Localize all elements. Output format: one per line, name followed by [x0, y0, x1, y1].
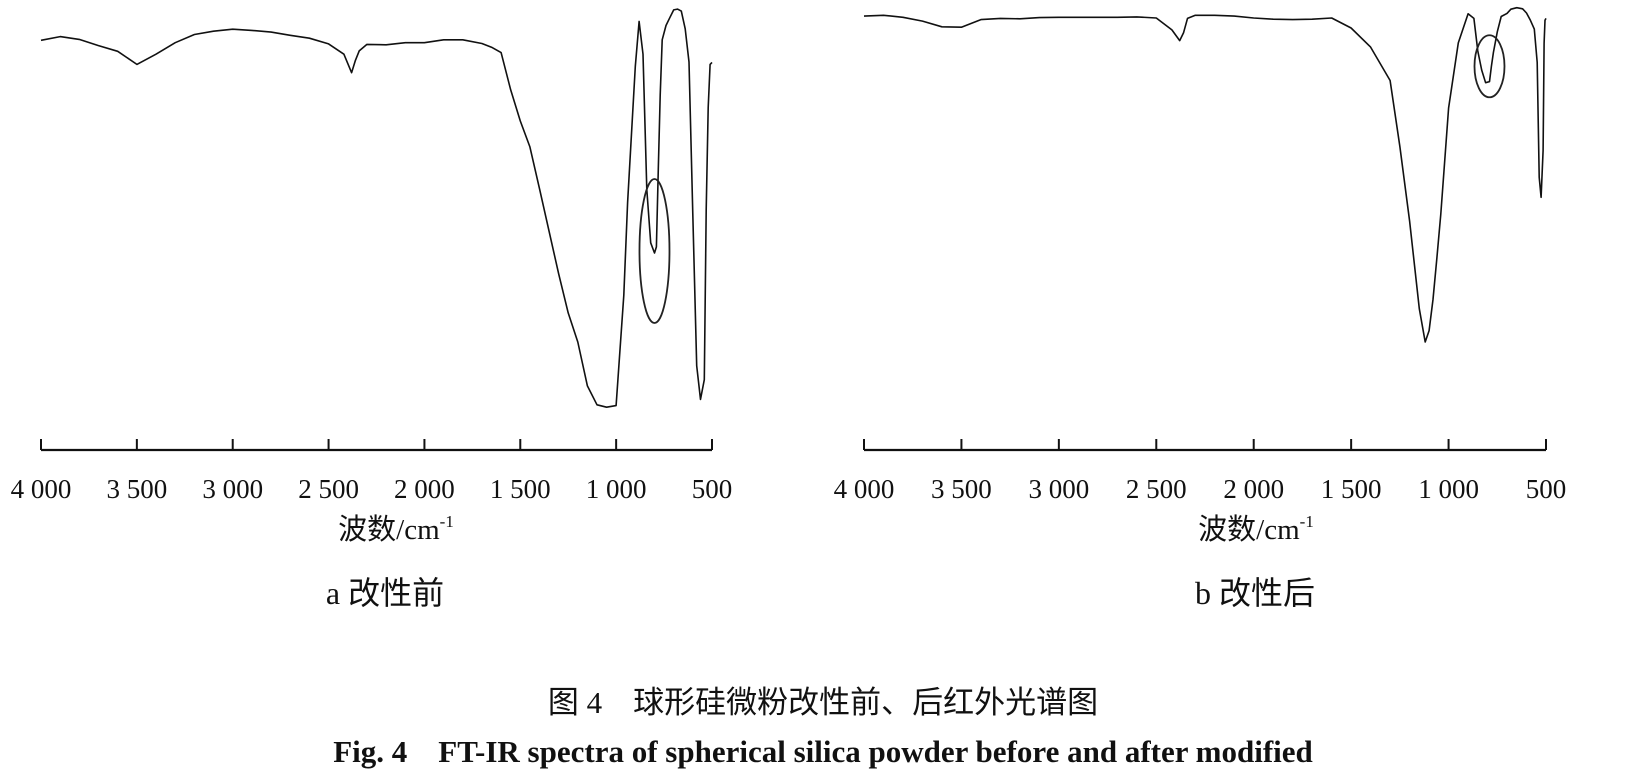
x-tick-label: 4 000: [11, 474, 72, 504]
spectrum-line: [863, 6, 1547, 343]
x-axis-a: 4 000 3 500 3 000 2 500 2 000 1 500 1 000 500: [11, 439, 733, 504]
x-tick-label: 1 500: [1321, 474, 1382, 504]
panel-a: 4 000 3 500 3 000 2 500 2 000 1 500 1 000 500 波…: [11, 8, 733, 611]
x-tick-label: 2 500: [298, 474, 359, 504]
x-tick-label: 3 000: [1028, 474, 1089, 504]
panel-b: 4 000 3 500 3 000 2 500 2 000 1 500 1 000 500 波…: [834, 6, 1567, 611]
x-tick-label: 3 500: [106, 474, 167, 504]
x-tick-label: 2 500: [1126, 474, 1187, 504]
figure-caption-cn: 图 4 球形硅微粉改性前、后红外光谱图: [548, 685, 1098, 720]
x-axis-label-a: 波数/cm-1: [338, 512, 454, 546]
spectrum-plot-a: [40, 8, 713, 408]
x-tick-label: 500: [1526, 474, 1567, 504]
x-tick-label: 3 000: [202, 474, 263, 504]
panel-label-b: b 改性后: [1195, 575, 1315, 611]
figure-caption-en: Fig. 4 FT-IR spectra of spherical silica…: [333, 734, 1313, 769]
x-tick-label: 1 000: [586, 474, 647, 504]
highlight-ellipse: [638, 178, 671, 324]
x-tick-label: 1 000: [1418, 474, 1479, 504]
panel-label-a: a 改性前: [326, 575, 444, 611]
x-tick-label: 500: [692, 474, 733, 504]
x-tick-label: 1 500: [490, 474, 551, 504]
x-tick-label: 3 500: [931, 474, 992, 504]
x-axis-b: 4 000 3 500 3 000 2 500 2 000 1 500 1 000 500: [834, 439, 1567, 504]
highlight-ellipse: [1473, 34, 1506, 99]
x-tick-label: 2 000: [394, 474, 455, 504]
x-tick-label: 4 000: [834, 474, 895, 504]
spectrum-line: [40, 8, 713, 408]
spectrum-plot-b: [863, 6, 1547, 343]
x-tick-label: 2 000: [1223, 474, 1284, 504]
x-axis-label-b: 波数/cm-1: [1198, 512, 1314, 546]
